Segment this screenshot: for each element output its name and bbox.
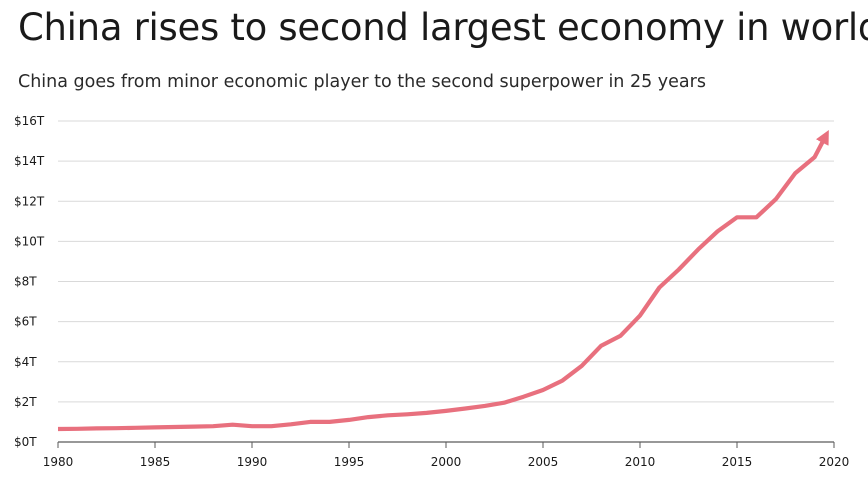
- gridlines: [58, 120, 834, 443]
- x-tick-label: 2020: [819, 455, 850, 469]
- x-tick-label: 2000: [431, 455, 462, 469]
- y-tick-label: $2T: [14, 395, 37, 409]
- chart-title: China rises to second largest economy in…: [18, 6, 868, 49]
- series-line: [57, 129, 829, 432]
- y-tick-label: $0T: [14, 435, 37, 449]
- y-axis-tick-labels: $0T $2T $4T $6T $8T $10T $12T $14T $16T: [14, 114, 45, 449]
- y-tick-label: $12T: [14, 194, 45, 208]
- y-tick-label: $6T: [14, 315, 37, 329]
- x-tick-label: 2010: [625, 455, 656, 469]
- y-tick-label: $14T: [14, 154, 45, 168]
- x-tick-label: 1980: [43, 455, 74, 469]
- series-layer: [57, 129, 829, 432]
- y-tick-label: $16T: [14, 114, 45, 128]
- x-tick-label: 2015: [722, 455, 753, 469]
- y-tick-label: $4T: [14, 355, 37, 369]
- chart-subtitle: China goes from minor economic player to…: [18, 72, 706, 92]
- x-tick-label: 2005: [528, 455, 559, 469]
- x-axis-tick-labels: 1980 1985 1990 1995 2000 2005 2010 2015 2020: [43, 442, 850, 469]
- y-tick-label: $8T: [14, 275, 37, 289]
- x-tick-label: 1995: [334, 455, 365, 469]
- y-tick-label: $10T: [14, 234, 45, 248]
- x-tick-label: 1985: [140, 455, 171, 469]
- x-tick-label: 1990: [237, 455, 268, 469]
